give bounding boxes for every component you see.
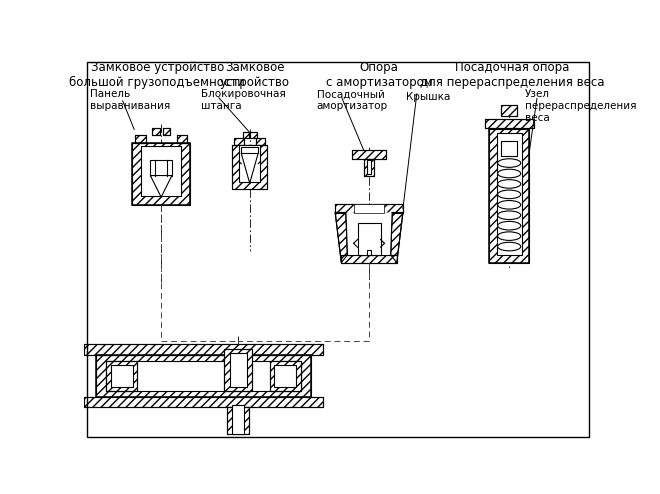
Bar <box>234 138 244 145</box>
Ellipse shape <box>498 232 521 241</box>
Bar <box>341 255 397 262</box>
Bar <box>502 105 517 116</box>
Ellipse shape <box>498 211 521 219</box>
Bar <box>132 143 191 205</box>
Bar <box>489 129 529 262</box>
Bar <box>239 145 261 182</box>
Bar <box>275 365 296 387</box>
Bar <box>243 132 249 138</box>
Bar <box>96 355 312 397</box>
Text: Опора
с амортизатором: Опора с амортизатором <box>325 61 432 89</box>
Bar <box>177 135 187 143</box>
Text: Узел
перераспределения
веса: Узел перераспределения веса <box>525 89 636 123</box>
Bar <box>341 255 397 262</box>
Bar <box>243 132 249 138</box>
Bar <box>106 361 137 391</box>
Bar <box>152 128 160 135</box>
Polygon shape <box>242 153 258 183</box>
Bar <box>227 407 249 434</box>
Polygon shape <box>150 175 172 197</box>
Ellipse shape <box>498 242 521 251</box>
Bar <box>364 159 374 175</box>
Bar <box>177 135 187 143</box>
Bar <box>256 138 265 145</box>
Text: Блокировочная
штанга: Блокировочная штанга <box>201 89 286 111</box>
Text: Панель
выравнивания: Панель выравнивания <box>90 89 170 111</box>
Bar <box>352 150 386 159</box>
Bar <box>367 160 372 174</box>
Bar <box>502 141 517 156</box>
Bar <box>84 344 323 355</box>
Bar <box>135 135 146 143</box>
Bar <box>352 150 386 159</box>
Bar <box>232 145 267 189</box>
Bar <box>230 353 247 386</box>
Ellipse shape <box>498 159 521 167</box>
Bar <box>162 128 170 135</box>
Bar <box>84 344 323 355</box>
Text: Замковое устройство
большой грузоподъемности: Замковое устройство большой грузоподъемн… <box>69 61 246 89</box>
Polygon shape <box>391 212 403 262</box>
Bar <box>232 145 267 189</box>
Polygon shape <box>346 212 392 255</box>
Bar <box>224 349 252 391</box>
Text: Посадочный
амортизатор: Посадочный амортизатор <box>317 89 388 111</box>
Bar <box>224 349 252 391</box>
Bar <box>270 361 300 391</box>
Bar <box>484 119 534 128</box>
Bar <box>132 143 191 205</box>
Bar <box>497 133 521 255</box>
Bar <box>354 204 383 212</box>
Bar <box>162 128 170 135</box>
Bar <box>335 204 403 212</box>
Text: Замковое
устройство: Замковое устройство <box>220 61 290 89</box>
Bar <box>502 105 517 116</box>
Polygon shape <box>335 212 347 262</box>
Bar <box>502 141 517 156</box>
Bar <box>251 132 257 138</box>
Bar <box>141 146 181 196</box>
Bar <box>358 222 381 255</box>
Bar <box>242 147 258 153</box>
Bar <box>96 355 312 397</box>
Bar <box>106 361 137 391</box>
Bar <box>484 119 534 128</box>
Bar <box>251 132 257 138</box>
Ellipse shape <box>498 201 521 209</box>
Bar <box>367 250 372 255</box>
Ellipse shape <box>498 180 521 188</box>
Text: Посадочная опора
для перераспределения веса: Посадочная опора для перераспределения в… <box>420 61 605 89</box>
Bar <box>270 361 300 391</box>
Bar <box>111 365 133 387</box>
Bar <box>256 138 265 145</box>
Bar <box>234 138 244 145</box>
Ellipse shape <box>498 221 521 230</box>
Bar <box>227 407 249 434</box>
Bar <box>84 397 323 407</box>
Bar <box>84 397 323 407</box>
Bar <box>232 405 244 434</box>
Ellipse shape <box>498 169 521 178</box>
Bar <box>364 159 374 175</box>
Bar <box>106 361 300 391</box>
Bar <box>150 160 172 175</box>
Bar <box>141 146 181 196</box>
Bar <box>489 129 529 262</box>
Ellipse shape <box>498 190 521 199</box>
Bar <box>335 204 403 212</box>
Bar <box>135 135 146 143</box>
Bar <box>152 128 160 135</box>
Text: Крышка: Крышка <box>406 91 450 102</box>
